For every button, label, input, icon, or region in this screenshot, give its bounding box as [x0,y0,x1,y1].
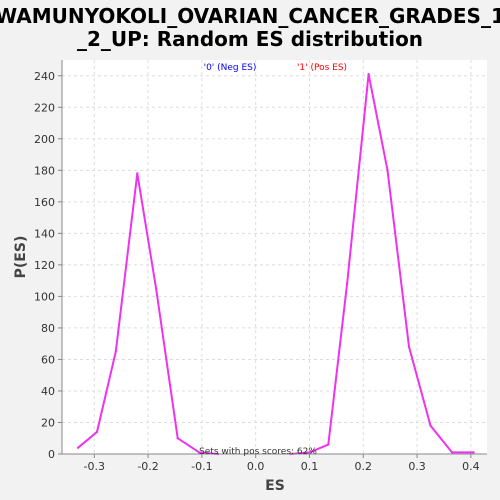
series-point [114,350,117,353]
plot-area [62,60,487,454]
chart-title-line2: _2_UP: Random ES distribution [77,27,423,51]
series-layer [76,72,475,456]
y-axis-label: P(ES) [13,236,29,279]
series-point [450,451,454,454]
series-point [308,451,311,454]
y-tick-label: 120 [34,259,55,272]
axes [58,60,487,458]
series-point [95,430,99,434]
y-tick-label: 160 [34,196,55,209]
series-point [154,287,158,290]
series-point [197,451,201,454]
x-tick-label: 0.4 [462,460,480,473]
tick-labels: -0.3 -0.2 -0.1 0.0 0.1 0.2 0.3 0.4 0 20 40 60 80 100 1… [34,70,480,473]
pos-scores-annotation: Sets with pos scores: 62% [199,447,317,457]
series-point [136,172,139,175]
series-point [386,169,389,172]
series-point [407,345,411,349]
y-tick-label: 180 [34,164,55,177]
grid-lines [62,60,487,455]
y-tick-label: 220 [34,101,55,114]
y-tick-label: 0 [48,448,55,461]
chart-title-line1: WAMUNYOKOLI_OVARIAN_CANCER_GRADES_1 [0,4,500,28]
series-point [472,451,475,454]
series-point [429,424,432,427]
y-tick-label: 140 [34,227,55,240]
legend-pos-es: '1' (Pos ES) [297,63,347,73]
y-tick-label: 240 [34,70,55,83]
x-tick-label: 0.3 [408,460,426,473]
y-tick-label: 200 [34,133,55,146]
x-tick-label: -0.3 [84,460,105,473]
x-axis-label: ES [265,478,285,494]
series-point [76,446,80,449]
series-point [327,443,330,446]
y-tick-label: 60 [41,353,55,366]
series-point [176,437,179,440]
x-tick-label: 0.2 [355,460,373,473]
y-tick-label: 100 [34,290,55,303]
x-tick-label: 0.1 [301,460,319,473]
y-tick-label: 80 [41,322,55,335]
legend-neg-es: '0' (Neg ES) [204,63,257,73]
series-line-2 [290,74,474,455]
series-point [367,72,370,76]
series-line-1 [77,173,219,455]
y-tick-label: 20 [41,416,55,429]
series-point [345,282,349,285]
x-tick-label: 0.0 [247,460,265,473]
x-tick-label: -0.1 [191,460,212,473]
y-tick-label: 40 [41,385,55,398]
x-tick-label: -0.2 [137,460,158,473]
